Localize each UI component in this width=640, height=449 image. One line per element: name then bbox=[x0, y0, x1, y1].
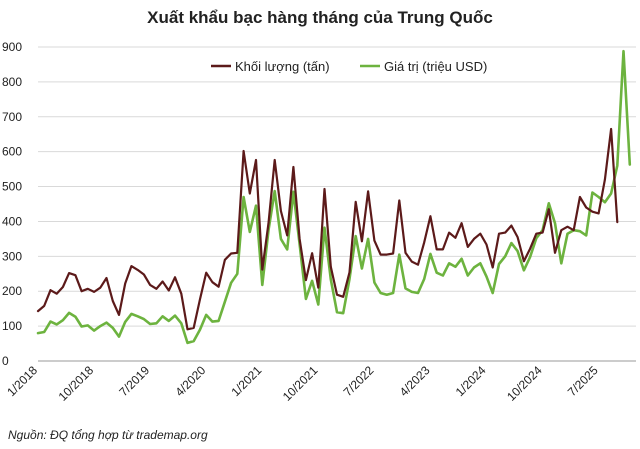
y-tick-label-600: 600 bbox=[2, 145, 22, 159]
y-tick-label-200: 200 bbox=[2, 284, 22, 298]
y-tick-label-400: 400 bbox=[2, 214, 22, 228]
y-tick-label-700: 700 bbox=[2, 110, 22, 124]
x-tick-label-4-2023: 4/2023 bbox=[397, 363, 433, 399]
source-note: Nguồn: ĐQ tổng hợp từ trademap.org bbox=[8, 428, 208, 442]
x-tick-label-1-2021: 1/2021 bbox=[229, 363, 265, 399]
x-tick-label-1-2024: 1/2024 bbox=[453, 363, 489, 399]
x-tick-label-10-2018: 10/2018 bbox=[56, 363, 97, 404]
x-tick-label-10-2021: 10/2021 bbox=[280, 363, 321, 404]
y-tick-label-800: 800 bbox=[2, 75, 22, 89]
series-line-value bbox=[36, 49, 632, 345]
y-tick-label-100: 100 bbox=[2, 319, 22, 333]
y-tick-label-900: 900 bbox=[2, 40, 22, 54]
chart-title: Xuất khẩu bạc hàng tháng của Trung Quốc bbox=[147, 8, 493, 27]
x-tick-label-7-2022: 7/2022 bbox=[341, 363, 377, 399]
x-tick-label-7-2025: 7/2025 bbox=[565, 363, 601, 399]
y-tick-label-0: 0 bbox=[2, 354, 9, 368]
x-tick-label-7-2019: 7/2019 bbox=[116, 363, 152, 399]
legend-label-volume: Khối lượng (tấn) bbox=[235, 59, 330, 74]
y-tick-label-300: 300 bbox=[2, 249, 22, 263]
x-tick-label-1-2018: 1/2018 bbox=[4, 363, 40, 399]
legend-label-value: Giá trị (triệu USD) bbox=[384, 59, 487, 74]
series-line-volume bbox=[36, 127, 619, 331]
x-tick-label-10-2024: 10/2024 bbox=[504, 363, 545, 404]
y-tick-label-500: 500 bbox=[2, 180, 22, 194]
x-tick-label-4-2020: 4/2020 bbox=[172, 363, 208, 399]
